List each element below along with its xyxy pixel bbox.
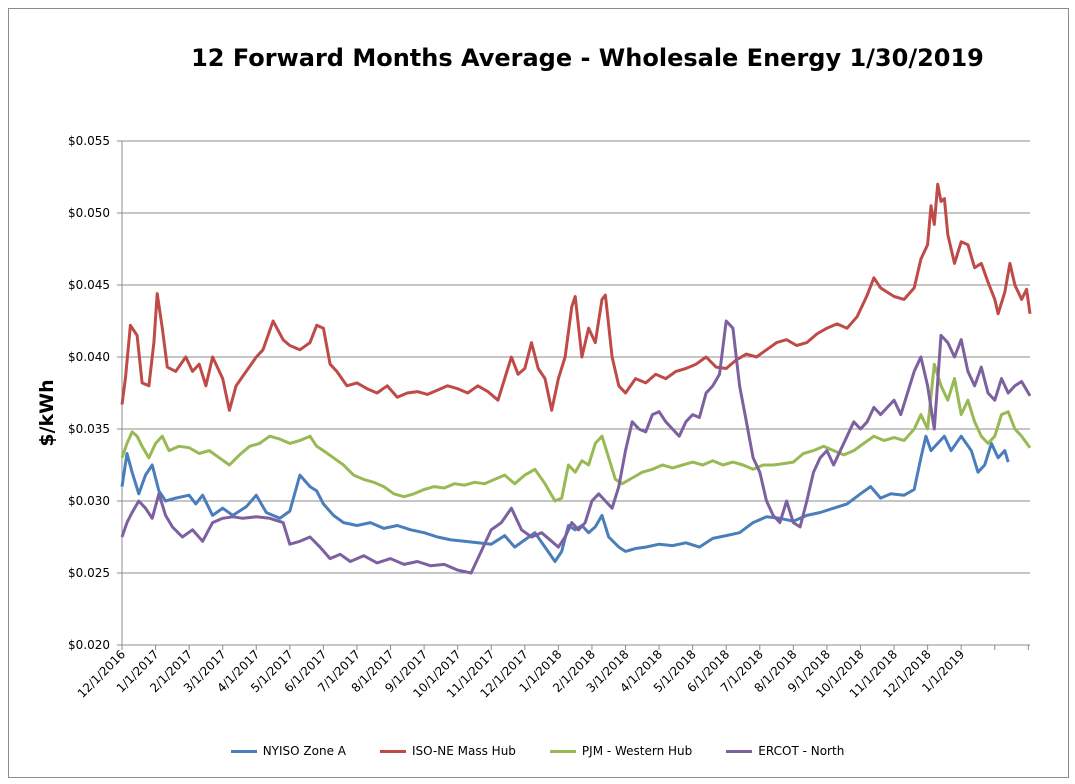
y-axis-label: $/kWh — [36, 379, 58, 447]
legend-label: ISO-NE Mass Hub — [412, 744, 516, 758]
legend-swatch — [380, 749, 406, 753]
y-tick-label: $0.025 — [68, 566, 110, 580]
legend: NYISO Zone A ISO-NE Mass Hub PJM - Western… — [0, 744, 1075, 758]
chart-title: 12 Forward Months Average - Wholesale En… — [191, 44, 984, 72]
y-tick-label: $0.045 — [68, 278, 110, 292]
legend-item: ERCOT - North — [726, 744, 844, 758]
legend-item: ISO-NE Mass Hub — [380, 744, 516, 758]
series-line-ercot-north — [120, 319, 1032, 575]
y-tick-label: $0.030 — [68, 494, 110, 508]
legend-label: ERCOT - North — [758, 744, 845, 758]
legend-label: PJM - Western Hub — [581, 744, 693, 758]
legend-item: PJM - Western Hub — [549, 744, 693, 758]
y-tick-label: $0.055 — [68, 134, 110, 148]
legend-label: NYISO Zone A — [262, 744, 346, 758]
y-tick-label: $0.040 — [68, 350, 110, 364]
series-line-iso-ne-mass-hub — [120, 182, 1032, 412]
legend-swatch — [726, 749, 753, 753]
y-tick-label: $0.050 — [68, 206, 110, 220]
series-line-nyiso-zone-a — [120, 434, 1010, 563]
y-tick-label: $0.035 — [68, 422, 110, 436]
legend-swatch — [230, 749, 257, 753]
legend-swatch — [549, 749, 576, 753]
series-line-pjm-western-hub — [120, 362, 1032, 503]
legend-item: NYISO Zone A — [230, 744, 346, 758]
chart-frame — [8, 8, 1069, 778]
y-tick-label: $0.020 — [68, 638, 110, 652]
